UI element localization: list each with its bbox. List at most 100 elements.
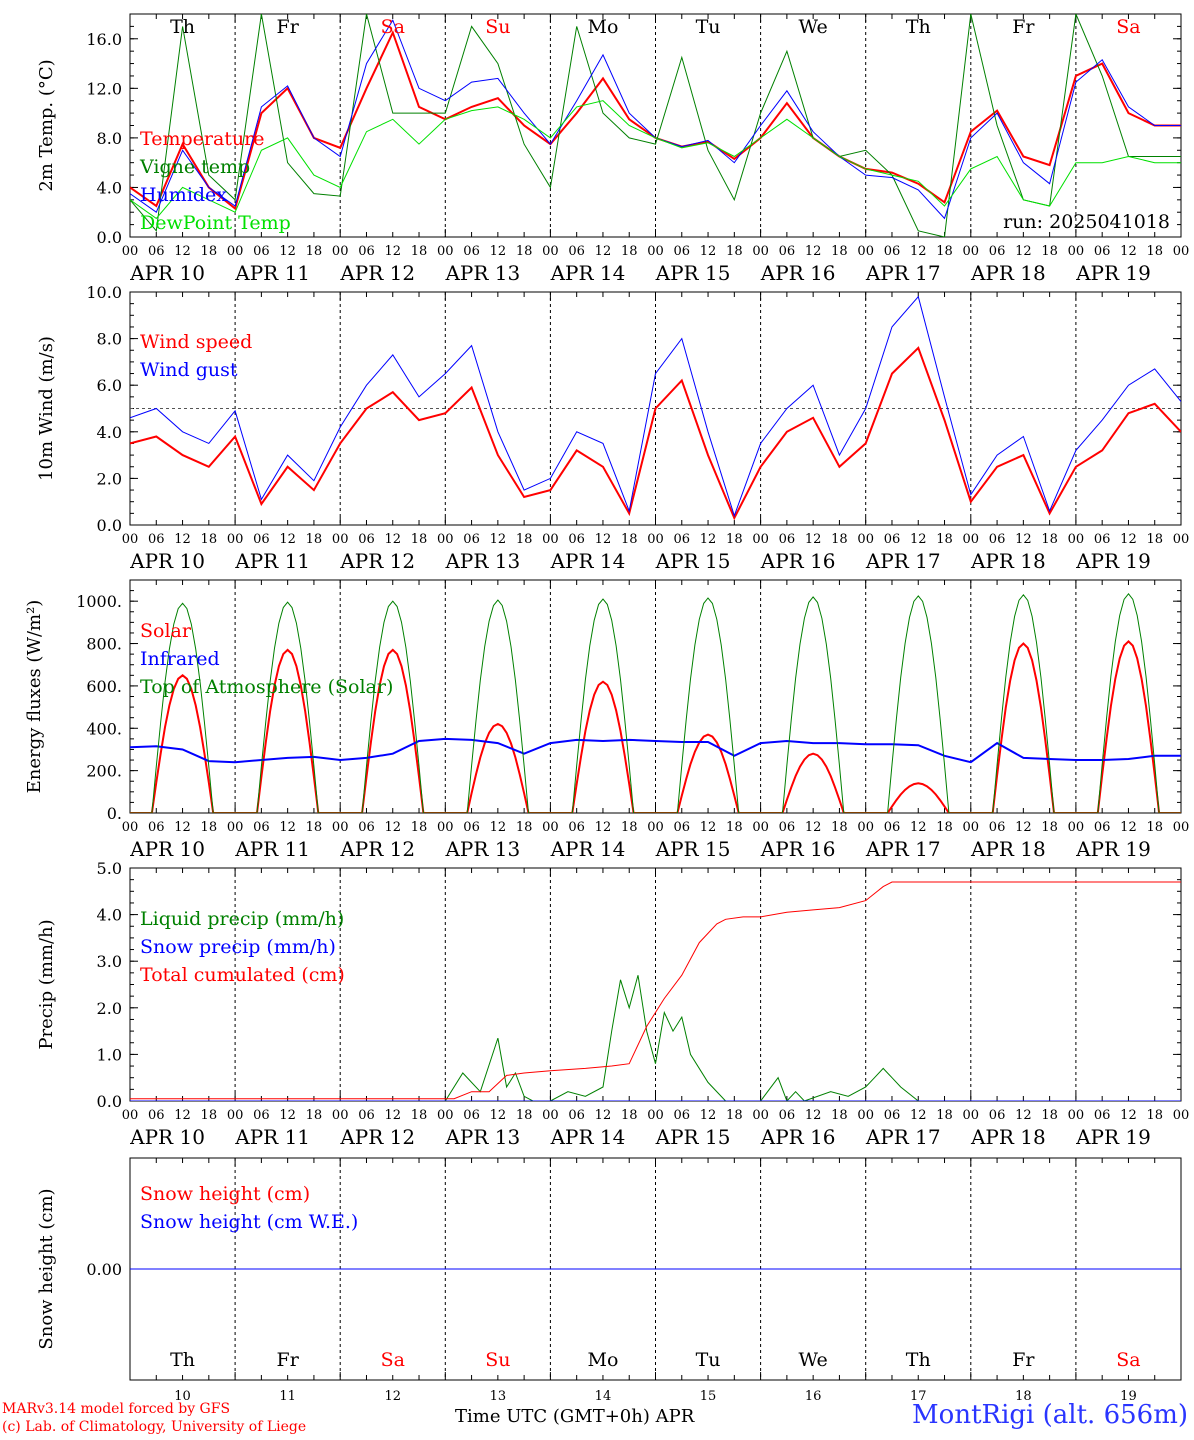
hour-tick-label: 06 xyxy=(884,820,901,835)
panel-wind: 0.0 2.0 4.0 6.0 8.0 10.0 10m Wind (m/s) Wind sp… xyxy=(36,283,1189,573)
day-of-week-label: Tu xyxy=(696,16,721,38)
hour-tick-label: 12 xyxy=(279,1108,296,1123)
hour-tick-label: 18 xyxy=(411,532,428,547)
hour-tick-label: 06 xyxy=(148,820,165,835)
hour-tick-label: 12 xyxy=(595,532,612,547)
hour-tick-label: 12 xyxy=(279,820,296,835)
date-label: APR 19 xyxy=(1075,1125,1151,1149)
hour-tick-label: 12 xyxy=(1015,820,1032,835)
hour-tick-label: 06 xyxy=(779,532,796,547)
hour-tick-label: 12 xyxy=(700,532,717,547)
day-of-week-label: Sa xyxy=(381,16,405,38)
date-label: APR 10 xyxy=(129,1125,205,1149)
day-of-week-label: We xyxy=(799,1349,828,1371)
hour-tick-label: 06 xyxy=(1094,820,1111,835)
y-tick-label: 10.0 xyxy=(86,283,122,302)
legend-entry: Total cumulated (cm) xyxy=(140,964,345,986)
date-label: APR 17 xyxy=(865,549,941,573)
y-tick-label: 4.0 xyxy=(97,423,122,442)
hour-tick-label: 06 xyxy=(1094,1108,1111,1123)
station-label: MontRigi (alt. 656m) xyxy=(912,1400,1188,1430)
date-label: APR 16 xyxy=(760,549,836,573)
day-number-label: 12 xyxy=(384,1389,401,1404)
hour-tick-label: 00 xyxy=(227,244,244,259)
date-label: APR 10 xyxy=(129,549,205,573)
hour-tick-label: 00 xyxy=(332,820,349,835)
hour-tick-label: 00 xyxy=(437,1108,454,1123)
hour-tick-label: 18 xyxy=(936,244,953,259)
hour-tick-label: 06 xyxy=(463,820,480,835)
hour-tick-label: 00 xyxy=(1068,820,1085,835)
day-of-week-label: Th xyxy=(170,16,195,38)
legend-entry: DewPoint Temp xyxy=(140,212,291,234)
hour-tick-label: 00 xyxy=(122,820,139,835)
hour-tick-label: 06 xyxy=(568,244,585,259)
hour-tick-label: 18 xyxy=(831,532,848,547)
hour-tick-label: 18 xyxy=(726,820,743,835)
hour-tick-label: 00 xyxy=(437,532,454,547)
hour-tick-label: 00 xyxy=(542,820,559,835)
hour-tick-label: 12 xyxy=(700,820,717,835)
day-number-label: 14 xyxy=(595,1389,612,1404)
hour-tick-label: 00 xyxy=(963,244,980,259)
date-label: APR 16 xyxy=(760,261,836,285)
date-label: APR 12 xyxy=(339,261,415,285)
hour-tick-label: 12 xyxy=(1120,244,1137,259)
hour-tick-label: 18 xyxy=(1041,532,1058,547)
day-of-week-label: Th xyxy=(906,1349,931,1371)
y-tick-label: 0.0 xyxy=(97,516,122,535)
day-number-label: 15 xyxy=(700,1389,717,1404)
hour-tick-label: 00 xyxy=(647,244,664,259)
hour-tick-label: 06 xyxy=(148,1108,165,1123)
hour-tick-label: 00 xyxy=(332,244,349,259)
run-label: run: 2025041018 xyxy=(1003,211,1170,233)
hour-tick-label: 18 xyxy=(1041,244,1058,259)
hour-tick-label: 12 xyxy=(384,820,401,835)
hour-tick-label: 00 xyxy=(332,1108,349,1123)
day-number-label: 10 xyxy=(174,1389,191,1404)
hour-tick-label: 00 xyxy=(542,1108,559,1123)
hour-tick-label: 18 xyxy=(1146,244,1163,259)
hour-tick-label: 06 xyxy=(358,1108,375,1123)
hour-tick-label: 12 xyxy=(700,244,717,259)
hour-tick-label: 00 xyxy=(122,1108,139,1123)
hour-tick-label: 12 xyxy=(805,244,822,259)
hour-tick-label: 18 xyxy=(411,1108,428,1123)
hour-tick-label: 06 xyxy=(674,1108,691,1123)
hour-tick-label: 00 xyxy=(963,820,980,835)
hour-tick-label: 00 xyxy=(227,1108,244,1123)
hour-tick-label: 12 xyxy=(1015,244,1032,259)
date-label: APR 13 xyxy=(444,837,520,861)
hour-tick-label: 06 xyxy=(989,1108,1006,1123)
date-label: APR 17 xyxy=(865,261,941,285)
legend-entry: Humidex xyxy=(140,184,227,206)
day-of-week-label: Fr xyxy=(277,1349,300,1371)
hour-tick-label: 00 xyxy=(857,244,874,259)
hour-tick-label: 00 xyxy=(227,820,244,835)
hour-tick-label: 18 xyxy=(726,244,743,259)
legend-entry: Snow height (cm) xyxy=(140,1183,310,1205)
hour-tick-label: 06 xyxy=(253,244,270,259)
date-label: APR 17 xyxy=(865,1125,941,1149)
y-tick-label: 400. xyxy=(86,719,122,738)
y-tick-label: 200. xyxy=(86,762,122,781)
hour-tick-label: 18 xyxy=(516,244,533,259)
hour-tick-label: 12 xyxy=(805,532,822,547)
hour-tick-label: 12 xyxy=(174,532,191,547)
hour-tick-label: 18 xyxy=(1146,820,1163,835)
legend-entry: Infrared xyxy=(140,648,220,670)
y-tick-label: 1000. xyxy=(76,592,122,611)
hour-tick-label: 00 xyxy=(647,1108,664,1123)
y-tick-label: 5.0 xyxy=(97,859,122,878)
y-tick-label: 1.0 xyxy=(97,1045,122,1064)
series-line-dewpoint-temp xyxy=(130,100,1181,220)
hour-tick-label: 12 xyxy=(174,820,191,835)
hour-tick-label: 00 xyxy=(1173,1108,1190,1123)
x-axis-title-month: APR xyxy=(655,1406,695,1427)
day-of-week-label: Th xyxy=(170,1349,195,1371)
hour-tick-label: 18 xyxy=(936,532,953,547)
hour-tick-label: 00 xyxy=(752,532,769,547)
legend-entry: Temperature xyxy=(140,128,264,150)
hour-tick-label: 06 xyxy=(568,820,585,835)
hour-tick-label: 00 xyxy=(122,244,139,259)
